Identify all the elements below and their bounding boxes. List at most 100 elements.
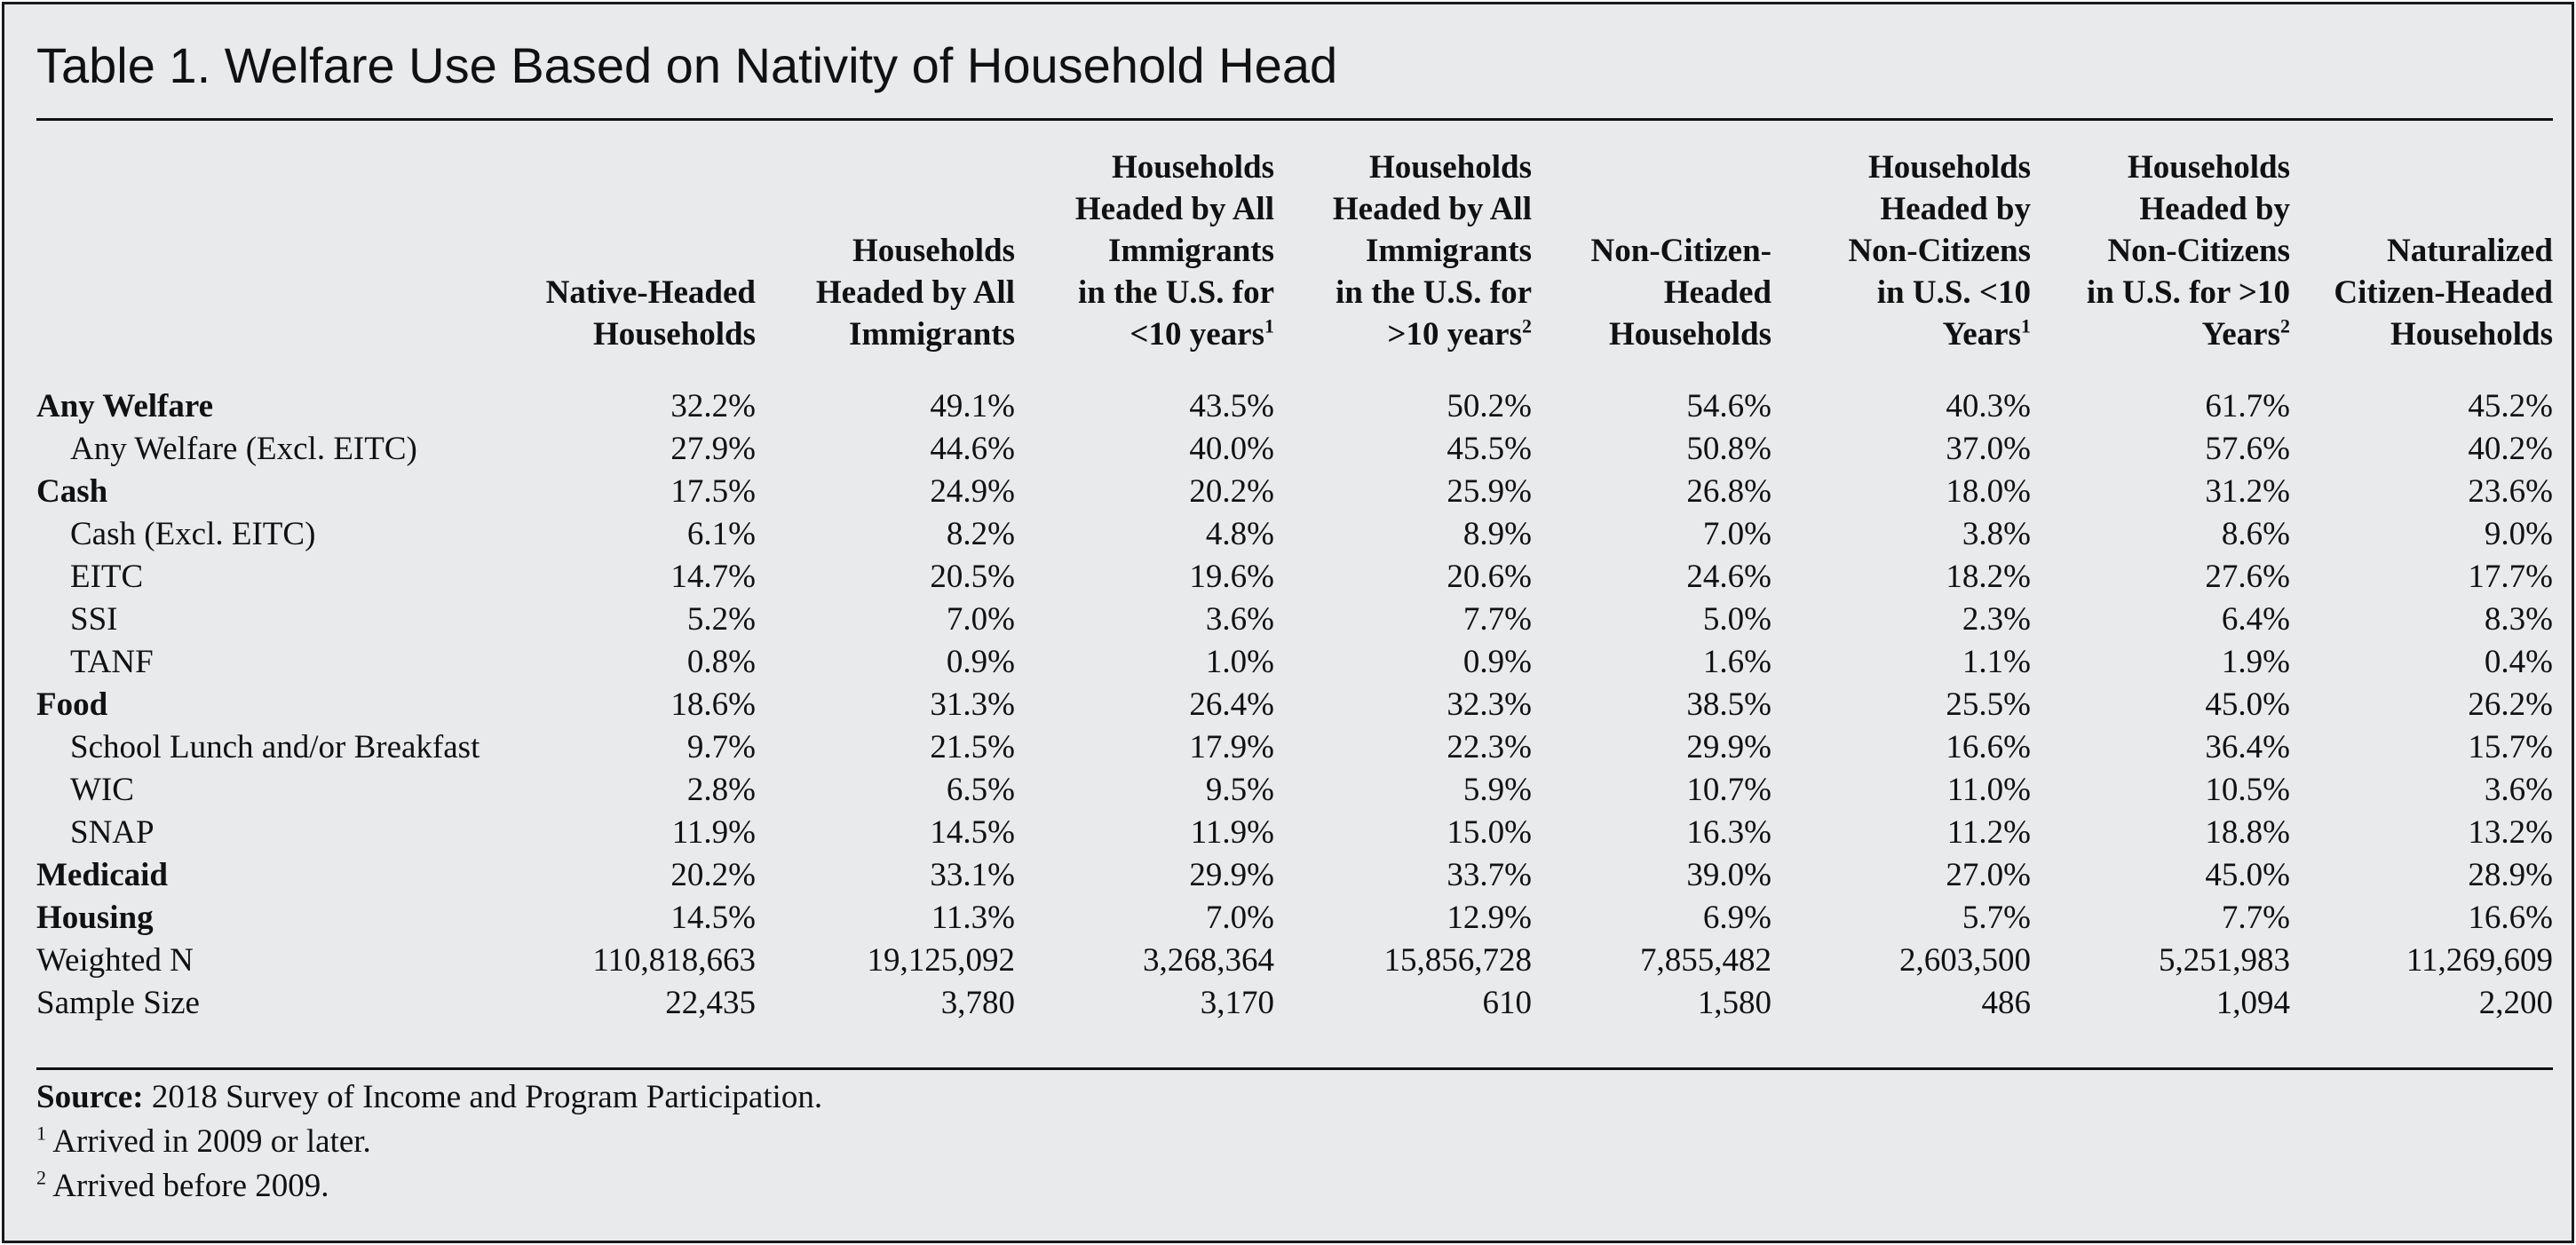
table-cell: 1,094 <box>2215 985 2290 1021</box>
table-cell: 45.2% <box>2468 388 2553 424</box>
table-cell: 40.2% <box>2468 431 2553 467</box>
table-cell: 16.6% <box>2468 900 2553 936</box>
table-cell: 110,818,663 <box>592 942 756 979</box>
row-label: Sample Size <box>36 985 200 1021</box>
table-cell: 1.6% <box>1702 644 1771 680</box>
table-cell: 16.6% <box>1946 729 2031 765</box>
table-cell: 14.5% <box>670 900 756 936</box>
column-header-text: Naturalized Citizen-Headed Households <box>2334 233 2553 353</box>
row-label: Housing <box>36 900 154 936</box>
table-title: Table 1. Welfare Use Based on Nativity o… <box>36 37 1338 93</box>
table-cell: 32.3% <box>1447 686 1532 723</box>
table-cell: 2.8% <box>686 772 756 808</box>
table-cell: 25.5% <box>1946 686 2031 723</box>
table-cell: 16.3% <box>1686 814 1771 851</box>
column-header: Households Headed by All Immigrants in t… <box>1274 147 1532 385</box>
table-row: Food 18.6% 31.3% 26.4% 32.3% 38.5% 25.5% 45.0% 2… <box>36 684 2553 726</box>
table-cell: 11.9% <box>1190 814 1274 851</box>
table-cell: 39.0% <box>1686 857 1771 893</box>
table-cell: 26.4% <box>1189 686 1274 723</box>
table-cell: 32.2% <box>670 388 756 424</box>
table-cell: 7.7% <box>2221 900 2290 936</box>
table-cell: 3.6% <box>1205 601 1274 638</box>
table-cell: 33.1% <box>930 857 1015 893</box>
table-cell: 5.9% <box>1462 772 1532 808</box>
table-row: WIC 2.8% 6.5% 9.5% 5.9% 10.7% 11.0% 10.5% 3.6% <box>36 769 2553 812</box>
table-cell: 28.9% <box>2468 857 2553 893</box>
table-cell: 17.7% <box>2468 559 2553 595</box>
table-cell: 26.8% <box>1686 473 1771 510</box>
table-cell: 6.9% <box>1702 900 1771 936</box>
table-cell: 0.9% <box>946 644 1015 680</box>
table-cell: 3,780 <box>940 985 1015 1021</box>
table-cell: 12.9% <box>1447 900 1532 936</box>
table-cell: 1.1% <box>1962 644 2031 680</box>
column-header: Native-Headed Households <box>498 147 756 385</box>
footnote-1-mark: 1 <box>36 1122 46 1145</box>
table-row: School Lunch and/or Breakfast 9.7% 21.5% 17… <box>36 726 2553 769</box>
footnote-1-text: Arrived in 2009 or later. <box>46 1123 371 1160</box>
table-cell: 17.9% <box>1189 729 1274 765</box>
table-cell: 24.9% <box>930 473 1015 510</box>
table-cell: 7,855,482 <box>1640 942 1771 979</box>
row-label: TANF <box>70 644 154 680</box>
header-row: Native-Headed Households Households Heade… <box>36 147 2553 385</box>
table-cell: 10.5% <box>2205 772 2290 808</box>
table-cell: 1.9% <box>2221 644 2290 680</box>
table-cell: 11.0% <box>1946 772 2031 808</box>
column-header: Non-Citizen- Headed Households <box>1532 147 1771 385</box>
table-cell: 27.9% <box>670 431 756 467</box>
table-cell: 1.0% <box>1205 644 1274 680</box>
table-cell: 24.6% <box>1686 559 1771 595</box>
column-header-footnote-mark: 2 <box>1522 314 1532 337</box>
table-cell: 18.2% <box>1946 559 2031 595</box>
table-cell: 5.2% <box>686 601 756 638</box>
table-cell: 3.6% <box>2484 772 2553 808</box>
row-label: Any Welfare <box>36 388 214 424</box>
row-label: Any Welfare (Excl. EITC) <box>70 431 417 467</box>
table-cell: 8.2% <box>946 516 1015 552</box>
table-cell: 0.9% <box>1462 644 1532 680</box>
table-cell: 29.9% <box>1189 857 1274 893</box>
table-row: Any Welfare (Excl. EITC) 27.9% 44.6% 40.0% 4… <box>36 428 2553 471</box>
footnote-2: 2 Arrived before 2009. <box>36 1164 822 1209</box>
row-label: EITC <box>70 559 144 595</box>
row-label: Weighted N <box>36 942 194 979</box>
table-row: Any Welfare 32.2% 49.1% 43.5% 50.2% 54.6% 40.3… <box>36 385 2553 428</box>
table-cell: 57.6% <box>2205 431 2290 467</box>
column-header: Households Headed by Non-Citizens in U.S… <box>1771 147 2031 385</box>
table-cell: 40.3% <box>1946 388 2031 424</box>
table-cell: 14.7% <box>670 559 756 595</box>
column-header-text: Households Headed by All Immigrants <box>815 233 1015 353</box>
table-cell: 14.5% <box>930 814 1015 851</box>
table-cell: 18.6% <box>670 686 756 723</box>
table-cell: 3,170 <box>1200 985 1274 1021</box>
table-notes: Source: 2018 Survey of Income and Progra… <box>36 1075 822 1209</box>
table-cell: 11.2% <box>1946 814 2031 851</box>
column-header: Naturalized Citizen-Headed Households <box>2290 147 2553 385</box>
table-cell: 50.8% <box>1686 431 1771 467</box>
table-cell: 20.2% <box>1189 473 1274 510</box>
column-header-text: Households Headed by Non-Citizens in U.S… <box>1848 149 2031 353</box>
table-cell: 29.9% <box>1686 729 1771 765</box>
table-cell: 0.4% <box>2484 644 2553 680</box>
row-label: WIC <box>70 772 134 808</box>
column-header-footnote-mark: 1 <box>1264 314 1274 337</box>
row-label: Cash (Excl. EITC) <box>70 516 316 552</box>
table-cell: 2.3% <box>1962 601 2031 638</box>
table-cell: 8.3% <box>2484 601 2553 638</box>
table-row: Cash (Excl. EITC) 6.1% 8.2% 4.8% 8.9% 7.0% 3.8… <box>36 513 2553 556</box>
source-text: 2018 Survey of Income and Program Partic… <box>143 1079 823 1115</box>
table-cell: 49.1% <box>930 388 1015 424</box>
column-header-text: Households Headed by Non-Citizens in U.S… <box>2086 149 2290 353</box>
table-cell: 18.0% <box>1946 473 2031 510</box>
table-row: Sample Size 22,435 3,780 3,170 610 1,580 486 1,… <box>36 982 2553 1025</box>
header-label-spacer <box>36 147 498 385</box>
column-header-text: Non-Citizen- Headed Households <box>1590 233 1771 353</box>
table-cell: 40.0% <box>1189 431 1274 467</box>
table-cell: 7.7% <box>1462 601 1532 638</box>
table-cell: 23.6% <box>2468 473 2553 510</box>
column-header: Households Headed by All Immigrants in t… <box>1015 147 1274 385</box>
table-cell: 2,603,500 <box>1899 942 2031 979</box>
table-cell: 31.3% <box>930 686 1015 723</box>
